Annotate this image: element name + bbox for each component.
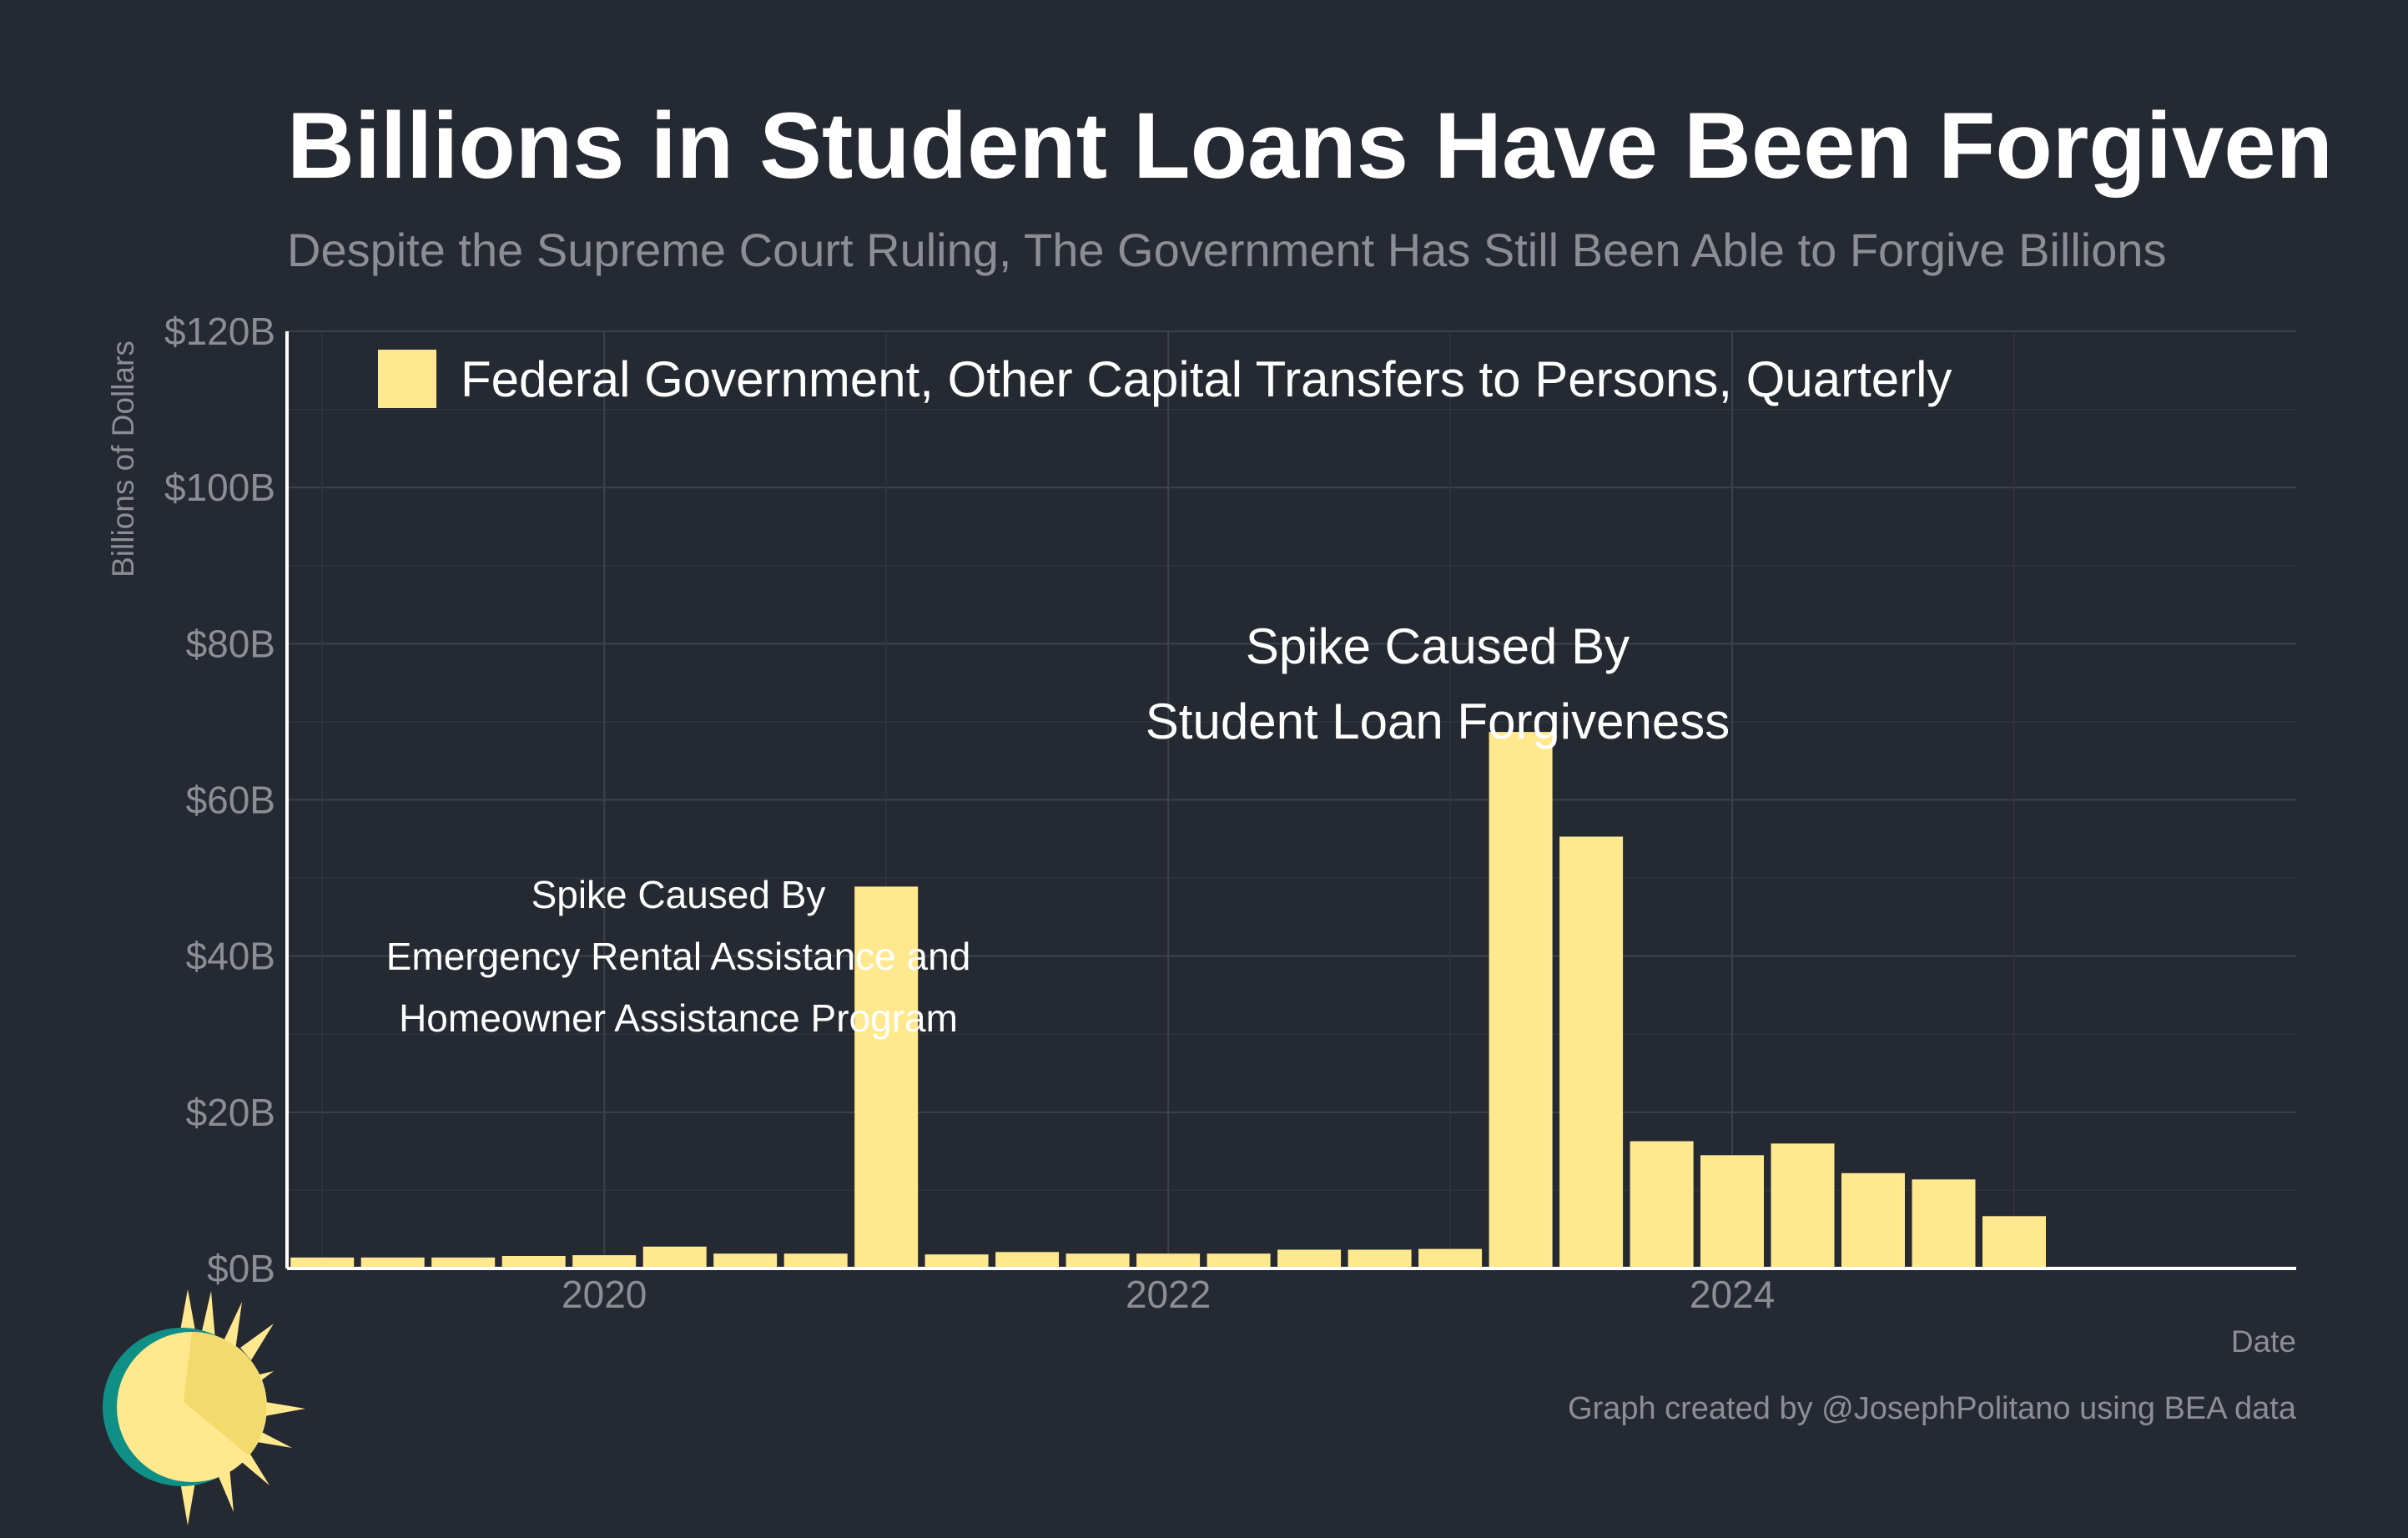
bar [1771, 1143, 1835, 1268]
bars [290, 732, 2046, 1268]
x-tick-label: 2022 [1126, 1273, 1211, 1316]
x-axis-title: Date [2231, 1324, 2296, 1359]
annotation-student-loan-line-2: Student Loan Forgiveness [1146, 693, 1730, 749]
annotation-rental-line-2: Emergency Rental Assistance and [386, 935, 971, 978]
bar [431, 1257, 496, 1268]
bar [501, 1256, 566, 1268]
x-axis-ticks: 2020 2022 2024 [562, 1273, 1775, 1316]
bar [1912, 1179, 1976, 1268]
x-tick-label: 2020 [562, 1273, 647, 1316]
y-tick-label: $80B [186, 622, 275, 665]
y-tick-label: $40B [186, 935, 275, 978]
bar [783, 1253, 848, 1268]
legend-label: Federal Government, Other Capital Transf… [461, 351, 1952, 407]
annotation-student-loan: Spike Caused By Student Loan Forgiveness [1146, 618, 1730, 749]
chart-title: Billions in Student Loans Have Been Forg… [287, 93, 2333, 198]
bar [1700, 1155, 1764, 1268]
sun-icon [103, 1289, 305, 1525]
bar [924, 1254, 989, 1268]
grid [287, 330, 2296, 1268]
y-tick-label: $120B [164, 310, 275, 353]
annotation-student-loan-line-1: Spike Caused By [1246, 618, 1630, 674]
bar [360, 1257, 425, 1268]
bar [1559, 836, 1624, 1268]
annotation-rental-line-3: Homeowner Assistance Program [399, 996, 958, 1040]
bar [1489, 732, 1553, 1268]
bar [1277, 1249, 1342, 1268]
bar [854, 886, 919, 1268]
y-axis-ticks: $0B $20B $40B $60B $80B $100B $120B [164, 310, 275, 1290]
bar [713, 1253, 778, 1268]
bar [1136, 1253, 1201, 1268]
x-tick-label: 2024 [1690, 1273, 1775, 1316]
chart-subtitle: Despite the Supreme Court Ruling, The Go… [287, 224, 2167, 276]
legend-swatch [378, 350, 436, 408]
source-caption: Graph created by @JosephPolitano using B… [1568, 1391, 2297, 1426]
y-tick-label: $100B [164, 466, 275, 509]
bar [1207, 1253, 1271, 1268]
annotation-rental-assistance: Spike Caused By Emergency Rental Assista… [386, 873, 971, 1040]
bar [1348, 1249, 1412, 1268]
y-tick-label: $60B [186, 779, 275, 822]
bar [995, 1252, 1060, 1268]
bar [1065, 1253, 1130, 1268]
bar [1418, 1248, 1483, 1268]
y-tick-label: $0B [207, 1247, 275, 1290]
y-axis-title: Billions of Dollars [106, 340, 140, 577]
legend: Federal Government, Other Capital Transf… [378, 350, 1952, 408]
bar [642, 1246, 707, 1268]
bar [572, 1255, 637, 1268]
bar [1841, 1172, 1905, 1268]
annotation-rental-line-1: Spike Caused By [531, 873, 826, 916]
bar [290, 1257, 355, 1268]
bar [1630, 1141, 1694, 1268]
bar [1982, 1216, 2046, 1268]
y-tick-label: $20B [186, 1091, 275, 1134]
